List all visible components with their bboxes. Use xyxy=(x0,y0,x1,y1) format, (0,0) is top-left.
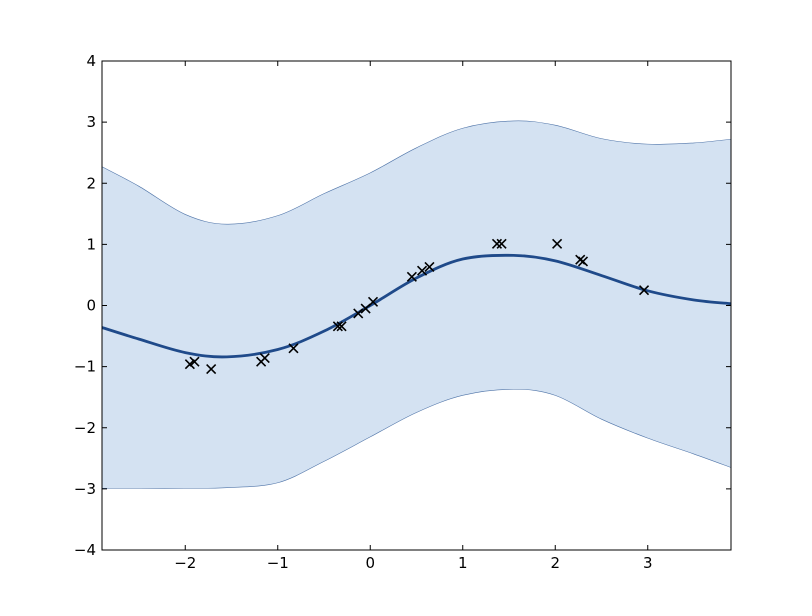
y-tick-label: 3 xyxy=(86,113,96,131)
y-tick-label: −4 xyxy=(74,541,96,559)
observation-point xyxy=(332,321,343,332)
observation-point xyxy=(406,271,417,282)
y-tick-label: −2 xyxy=(74,419,96,437)
confidence-band-fill xyxy=(102,120,731,489)
observation-point xyxy=(206,364,217,375)
y-tick-label: 0 xyxy=(86,297,96,315)
observation-point xyxy=(288,343,299,354)
x-tick-label: 0 xyxy=(365,554,375,572)
observation-point xyxy=(367,296,379,307)
observation-points-layer xyxy=(184,238,650,375)
confidence-band-upper-edge xyxy=(101,120,732,225)
mean-line xyxy=(101,253,732,359)
y-tick-label: 2 xyxy=(86,174,96,192)
observation-point xyxy=(416,265,428,276)
y-tick-label: 4 xyxy=(86,52,96,70)
y-tick-label: −1 xyxy=(74,358,96,376)
observation-point xyxy=(424,261,435,273)
y-tick-label: −3 xyxy=(74,480,96,498)
x-tick-label: −1 xyxy=(267,554,289,572)
observation-point xyxy=(638,285,650,296)
x-tick-label: 1 xyxy=(458,554,468,572)
observation-point xyxy=(353,308,364,319)
confidence-band-lower-edge xyxy=(102,388,732,489)
y-tick-label: 1 xyxy=(86,235,96,253)
observation-point xyxy=(552,238,563,249)
observation-point xyxy=(336,321,347,332)
x-axis: −2 −1 0 1 2 3 xyxy=(174,61,653,572)
observation-point xyxy=(259,353,270,364)
y-axis: −4 −3 −2 −1 0 1 2 3 4 xyxy=(74,52,731,559)
x-tick-label: −2 xyxy=(174,554,196,572)
observation-point xyxy=(496,238,507,249)
x-tick-label: 3 xyxy=(643,554,653,572)
observation-point xyxy=(491,238,503,249)
mean-line-layer xyxy=(101,253,732,359)
observation-point xyxy=(577,256,589,267)
x-tick-label: 2 xyxy=(550,554,560,572)
confidence-band-layer xyxy=(101,120,732,489)
observation-point xyxy=(189,356,200,367)
